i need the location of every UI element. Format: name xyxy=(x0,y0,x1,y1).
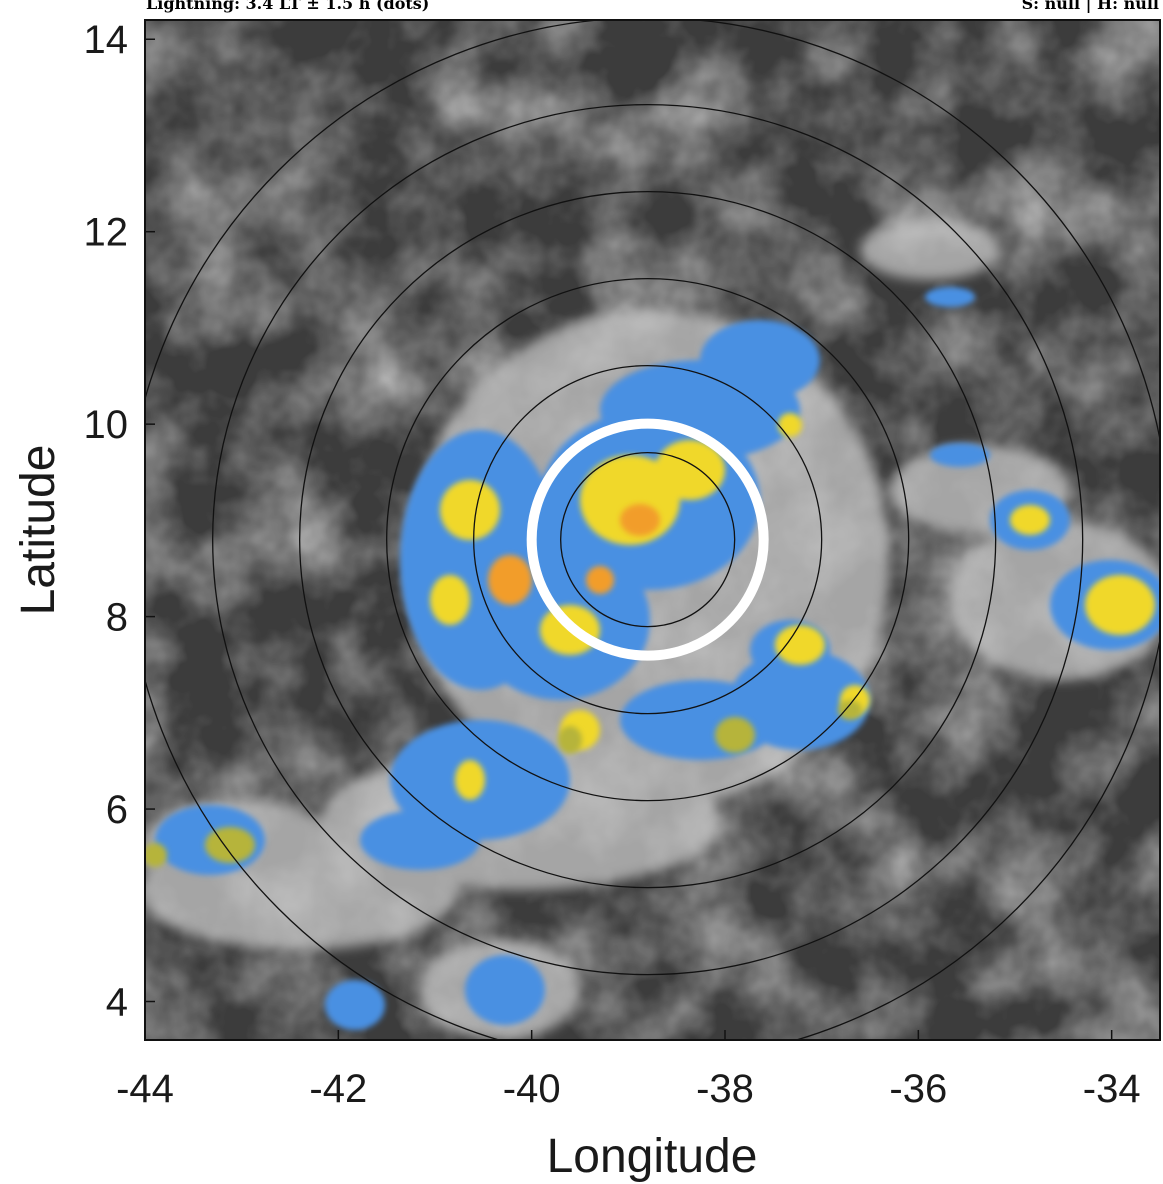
y-axis-label: Latitude xyxy=(12,445,65,616)
olive-patches-layer xyxy=(145,700,862,867)
x-tick-label: -44 xyxy=(116,1067,174,1111)
highlight-ring xyxy=(526,418,769,661)
x-axis-ticks: -44 -42 -40 -38 -36 -34 xyxy=(116,1030,1141,1111)
range-ring-4 xyxy=(299,190,997,889)
x-tick-label: -36 xyxy=(889,1067,947,1111)
y-tick-label: 10 xyxy=(84,403,129,447)
x-tick-label: -42 xyxy=(309,1067,367,1111)
x-tick-label: -40 xyxy=(503,1067,561,1111)
range-ring-1 xyxy=(560,451,736,628)
y-tick-label: 6 xyxy=(106,788,128,832)
y-tick-label: 12 xyxy=(84,211,129,255)
range-ring-5 xyxy=(212,103,1084,976)
y-tick-label: 4 xyxy=(106,981,128,1025)
deep-convection-orange-layer xyxy=(488,504,660,605)
plot-area xyxy=(145,20,1160,1040)
x-tick-label: -38 xyxy=(696,1067,754,1111)
range-ring-3 xyxy=(386,277,910,802)
y-axis-ticks: 4 6 8 10 12 14 xyxy=(84,18,155,1025)
x-axis-label: Longitude xyxy=(547,1130,758,1183)
convective-yellow-layer xyxy=(430,413,1155,800)
plot-frame xyxy=(144,19,1161,1041)
lightning-caption: Lightning: 3.4 LT ± 1.5 h (dots) xyxy=(146,0,430,13)
y-tick-label: 8 xyxy=(106,596,128,640)
x-tick-label: -34 xyxy=(1083,1067,1141,1111)
range-ring-2 xyxy=(473,364,823,715)
y-tick-label: 14 xyxy=(84,18,129,62)
range-rings xyxy=(145,20,1160,1040)
storm-hurricane-caption: S: null | H: null xyxy=(1021,0,1159,13)
